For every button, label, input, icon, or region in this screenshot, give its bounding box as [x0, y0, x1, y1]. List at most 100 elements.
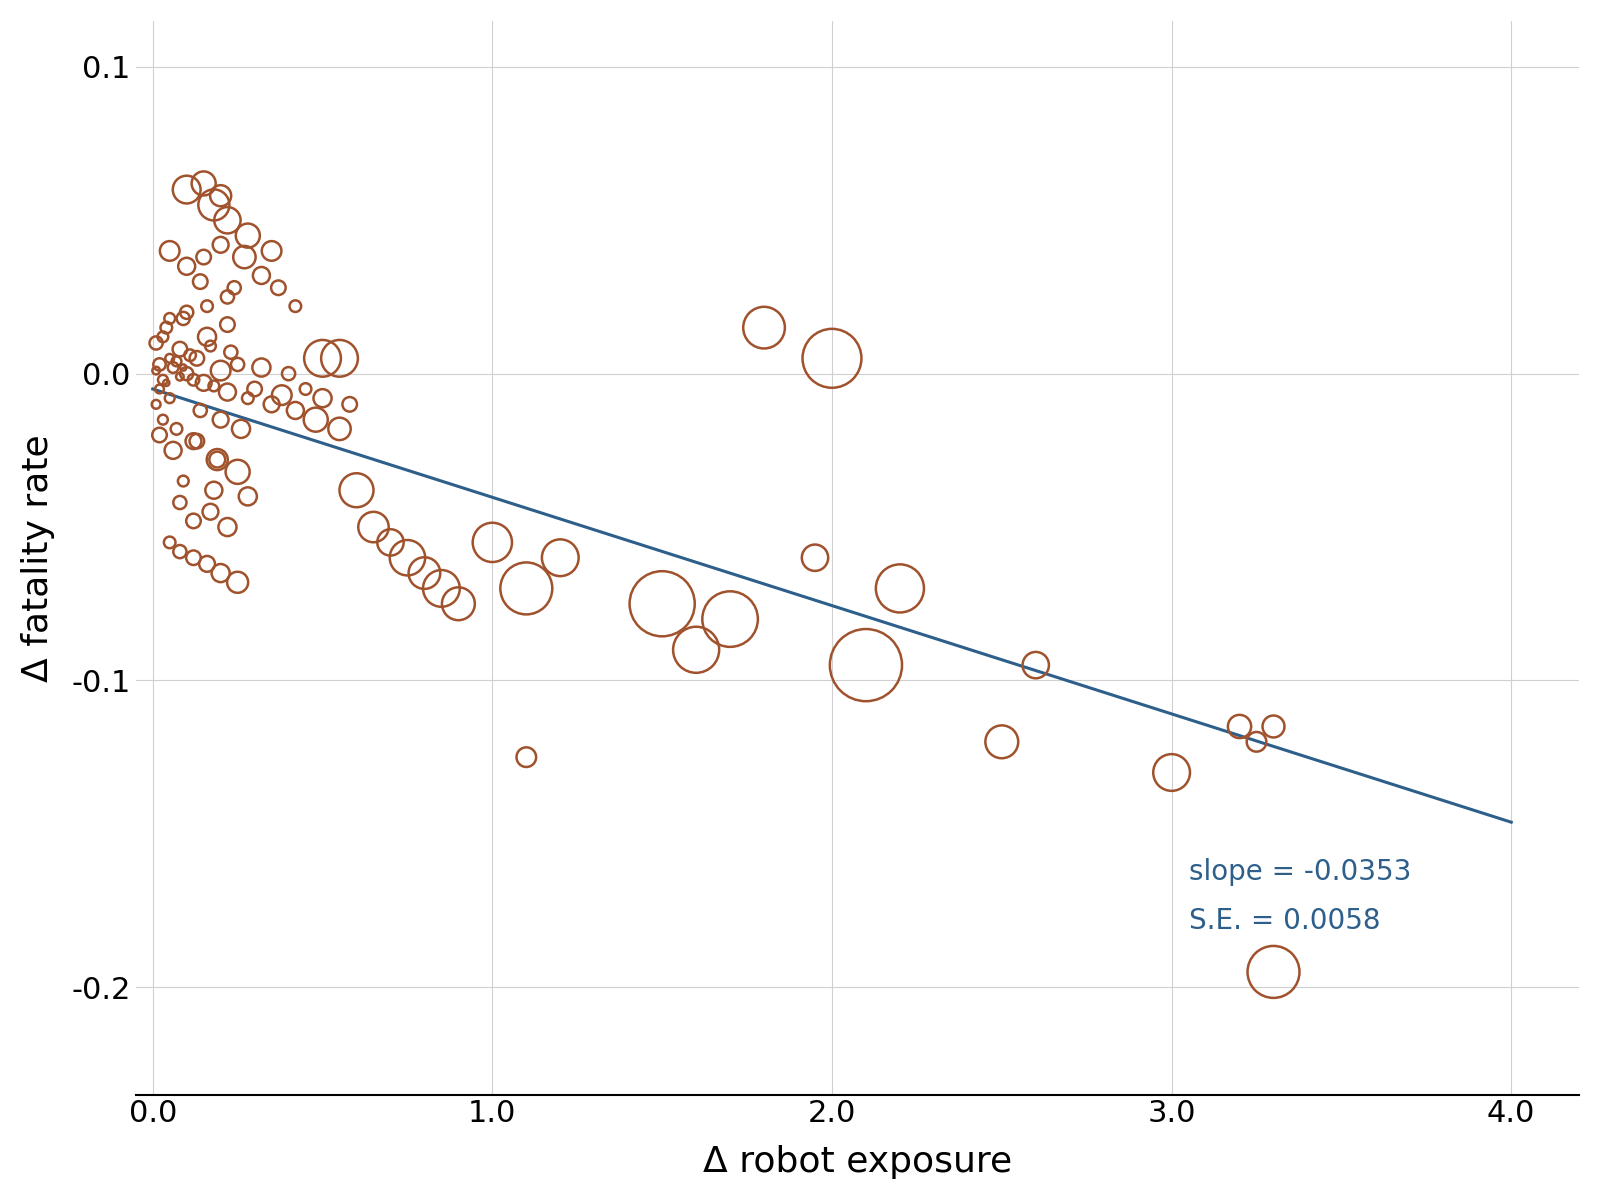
Point [214, 287, 240, 306]
Point [198, 336, 224, 355]
Point [650, 594, 675, 613]
Point [214, 383, 240, 402]
Point [221, 278, 246, 298]
Point [235, 487, 261, 506]
Point [514, 578, 539, 598]
Point [208, 235, 234, 254]
Point [150, 328, 176, 347]
Point [198, 502, 224, 521]
Point [683, 640, 709, 659]
Point [1261, 716, 1286, 736]
Point [235, 389, 261, 408]
Point [181, 548, 206, 568]
Point [1243, 732, 1269, 751]
Point [235, 226, 261, 245]
Point [226, 462, 251, 481]
Point [1227, 716, 1253, 736]
Point [214, 211, 240, 230]
Point [514, 748, 539, 767]
Point [174, 364, 200, 383]
Point [160, 358, 186, 377]
Point [166, 493, 192, 512]
Point [302, 410, 328, 430]
Point [248, 266, 274, 286]
Point [157, 241, 182, 260]
Point [157, 533, 182, 552]
Text: slope = -0.0353: slope = -0.0353 [1189, 858, 1411, 887]
Point [275, 364, 301, 383]
Point [202, 377, 227, 396]
Point [171, 308, 197, 328]
Point [259, 241, 285, 260]
Point [1022, 655, 1048, 674]
Point [194, 296, 219, 316]
Point [163, 419, 189, 438]
Point [194, 328, 219, 347]
Point [163, 352, 189, 371]
Point [166, 367, 192, 386]
Point [174, 257, 200, 276]
Point [283, 296, 309, 316]
Point [166, 542, 192, 562]
Point [157, 349, 182, 368]
Point [853, 655, 878, 674]
Point [144, 334, 170, 353]
Point [229, 419, 254, 438]
Point [171, 472, 197, 491]
Point [181, 432, 206, 451]
Point [819, 349, 845, 368]
Point [326, 349, 352, 368]
Point [248, 358, 274, 377]
Point [181, 370, 206, 389]
Point [717, 610, 742, 629]
Point [150, 410, 176, 430]
Point [752, 318, 778, 337]
Point [208, 361, 234, 380]
Point [194, 554, 219, 574]
Point [547, 548, 573, 568]
Point [147, 379, 173, 398]
Point [190, 247, 216, 266]
Point [283, 401, 309, 420]
Point [989, 732, 1014, 751]
Point [360, 517, 386, 536]
Point [190, 174, 216, 193]
Point [802, 548, 827, 568]
Point [205, 450, 230, 469]
Point [144, 361, 170, 380]
Point [184, 349, 210, 368]
Point [157, 308, 182, 328]
Point [226, 355, 251, 374]
Point [395, 548, 421, 568]
Point [1261, 962, 1286, 982]
Point [338, 395, 363, 414]
Point [242, 379, 267, 398]
Point [226, 572, 251, 592]
Point [181, 511, 206, 530]
Point [293, 379, 318, 398]
Point [344, 481, 370, 500]
Point [154, 318, 179, 337]
Point [187, 272, 213, 292]
Point [184, 432, 210, 451]
Point [269, 385, 294, 404]
Y-axis label: Δ fatality rate: Δ fatality rate [21, 434, 54, 682]
Point [266, 278, 291, 298]
Point [174, 180, 200, 199]
Point [214, 517, 240, 536]
Point [429, 578, 454, 598]
Point [208, 186, 234, 205]
Point [202, 481, 227, 500]
Point [144, 395, 170, 414]
Point [480, 533, 506, 552]
Point [166, 340, 192, 359]
Point [326, 419, 352, 438]
Point [310, 389, 336, 408]
Point [174, 302, 200, 322]
Point [157, 389, 182, 408]
Point [208, 564, 234, 583]
Point [886, 578, 912, 598]
Point [411, 564, 437, 583]
Point [218, 342, 243, 361]
Point [208, 410, 234, 430]
